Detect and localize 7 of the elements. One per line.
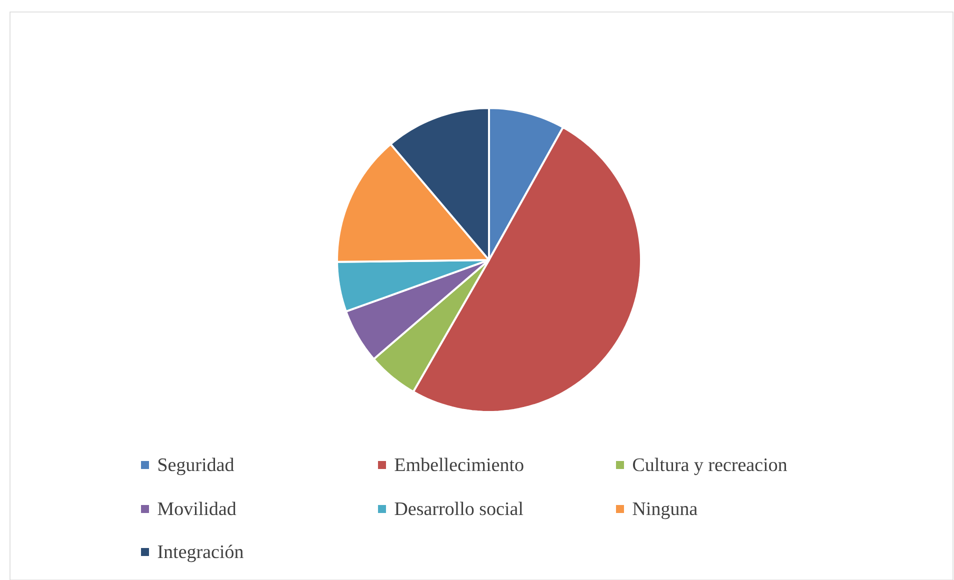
legend-label: Desarrollo social	[394, 502, 524, 515]
legend-label: Embellecimiento	[394, 458, 524, 471]
legend-label: Seguridad	[158, 458, 234, 475]
legend-label: Integración	[158, 544, 244, 562]
legend-label: Movilidad	[158, 502, 236, 515]
legend-label: Ninguna	[632, 502, 698, 519]
legend-label: Cultura y recreacion	[632, 458, 788, 475]
